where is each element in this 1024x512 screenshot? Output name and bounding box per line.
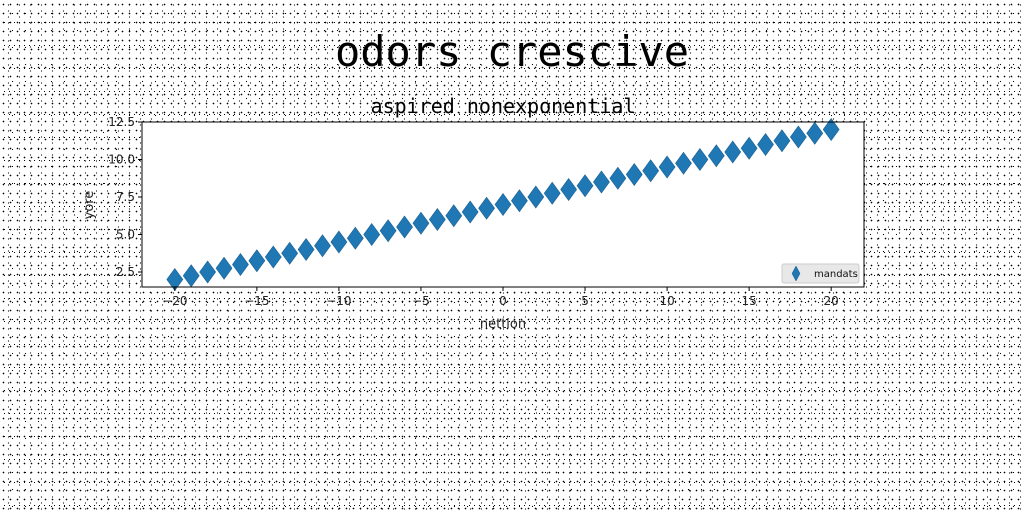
y-tick-label: 10.0 — [108, 153, 135, 167]
data-point — [314, 234, 331, 258]
x-tick-label: 5 — [581, 294, 589, 308]
y-axis-label: yore — [82, 191, 97, 220]
data-point — [675, 151, 692, 175]
data-point — [478, 196, 495, 220]
data-point — [642, 159, 660, 183]
data-point — [757, 132, 774, 157]
data-point — [363, 222, 381, 247]
data-point — [740, 136, 758, 160]
data-point — [560, 177, 578, 202]
data-point — [773, 129, 791, 153]
x-tick-label: 10 — [659, 294, 674, 308]
data-point — [576, 174, 594, 198]
data-point — [543, 181, 561, 205]
x-axis-ticks: −20 −15 −10 −5 0 5 10 15 20 — [162, 287, 839, 308]
data-point — [412, 211, 430, 235]
y-tick-label: 5.0 — [116, 228, 135, 242]
data-point — [789, 125, 807, 149]
data-point — [625, 162, 643, 187]
data-point — [691, 147, 709, 172]
data-point — [264, 245, 282, 269]
data-point — [232, 252, 249, 277]
data-point — [806, 121, 824, 145]
legend-label: mandats — [814, 269, 858, 280]
x-tick-label: 20 — [824, 294, 839, 308]
data-point — [511, 189, 528, 213]
data-point — [428, 207, 446, 232]
data-point — [822, 117, 840, 142]
data-point — [609, 166, 627, 190]
x-tick-label: 15 — [741, 294, 756, 308]
y-axis-ticks: 2.5 5.0 7.5 10.0 12.5 — [108, 115, 142, 279]
data-point — [281, 241, 299, 265]
data-point — [346, 226, 364, 250]
x-tick-label: −5 — [412, 294, 430, 308]
figure-title: odors crescive — [334, 27, 689, 76]
x-tick-label: 0 — [499, 294, 507, 308]
legend-box — [781, 263, 860, 284]
data-point — [215, 256, 233, 280]
y-tick-label: 7.5 — [116, 190, 135, 204]
data-point — [461, 200, 479, 224]
y-tick-label: 12.5 — [108, 115, 135, 129]
data-point — [330, 230, 348, 254]
data-point — [707, 144, 725, 168]
y-tick-label: 2.5 — [116, 265, 135, 279]
x-tick-label: −20 — [162, 294, 187, 308]
plot-title: aspired nonexponential — [371, 94, 636, 118]
data-point — [658, 155, 676, 179]
marker-layer — [166, 117, 840, 292]
x-tick-label: −15 — [244, 294, 269, 308]
data-point — [445, 204, 463, 228]
x-tick-label: −10 — [326, 294, 351, 308]
data-point — [527, 185, 545, 209]
data-point — [379, 219, 397, 243]
data-point — [297, 237, 315, 262]
data-point — [494, 192, 512, 217]
data-point — [724, 140, 742, 164]
legend-marker-diamond-icon — [791, 265, 801, 282]
data-point — [593, 170, 610, 194]
x-axis-label: nettion — [480, 317, 526, 332]
data-point — [248, 249, 266, 273]
data-point — [199, 260, 217, 284]
legend: mandats — [781, 263, 860, 284]
data-point — [396, 215, 413, 239]
